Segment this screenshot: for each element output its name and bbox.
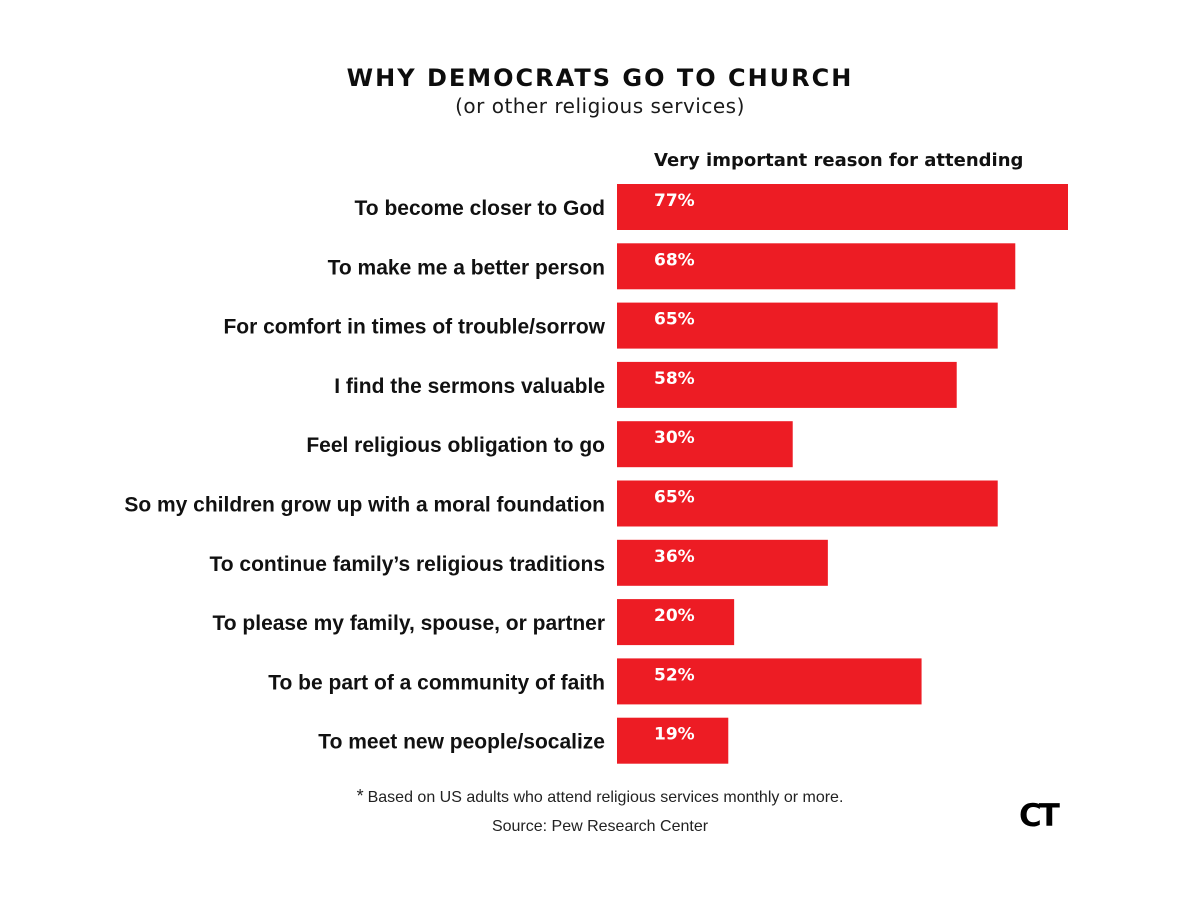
bar bbox=[617, 658, 922, 705]
category-label: To continue family’s religious tradition… bbox=[209, 553, 605, 576]
bar bbox=[617, 243, 1016, 290]
bar-value-label: 36% bbox=[654, 547, 695, 567]
category-label: To please my family, spouse, or partner bbox=[212, 612, 605, 635]
ct-logo: CT bbox=[1019, 798, 1060, 834]
source-note: Source: Pew Research Center bbox=[491, 818, 709, 835]
bar bbox=[617, 302, 998, 349]
bar-value-label: 65% bbox=[654, 488, 695, 508]
category-label: To meet new people/socalize bbox=[318, 731, 605, 754]
bar-value-label: 68% bbox=[654, 250, 695, 270]
bar-value-label: 52% bbox=[654, 665, 695, 685]
bar bbox=[617, 717, 729, 764]
bar-value-label: 19% bbox=[654, 725, 695, 745]
category-label: To make me a better person bbox=[328, 256, 605, 279]
bar-value-label: 30% bbox=[654, 428, 695, 448]
bar-value-label: 20% bbox=[654, 606, 695, 626]
series-label: Very important reason for attending bbox=[654, 150, 1024, 171]
bar-value-label: 77% bbox=[654, 191, 695, 211]
category-label: So my children grow up with a moral foun… bbox=[124, 494, 605, 517]
footnote-marker: * bbox=[356, 786, 364, 806]
chart-subtitle: (or other religious services) bbox=[455, 94, 745, 118]
footnote-text: Based on US adults who attend religious … bbox=[367, 789, 844, 806]
bar bbox=[617, 599, 735, 646]
bar bbox=[617, 184, 1068, 230]
category-label: To become closer to God bbox=[355, 197, 605, 220]
category-label: I find the sermons valuable bbox=[334, 375, 605, 398]
footnote: * Based on US adults who attend religious… bbox=[0, 786, 1200, 810]
category-label: To be part of a community of faith bbox=[268, 671, 605, 694]
bar bbox=[617, 539, 828, 586]
bar-value-label: 58% bbox=[654, 369, 695, 389]
bar bbox=[617, 480, 998, 527]
chart-title: WHY DEMOCRATS GO TO CHURCH bbox=[346, 64, 854, 92]
bar-value-label: 65% bbox=[654, 310, 695, 330]
bar bbox=[617, 361, 957, 408]
category-label: Feel religious obligation to go bbox=[306, 434, 605, 457]
bar bbox=[617, 421, 793, 468]
category-label: For comfort in times of trouble/sorrow bbox=[223, 316, 605, 339]
